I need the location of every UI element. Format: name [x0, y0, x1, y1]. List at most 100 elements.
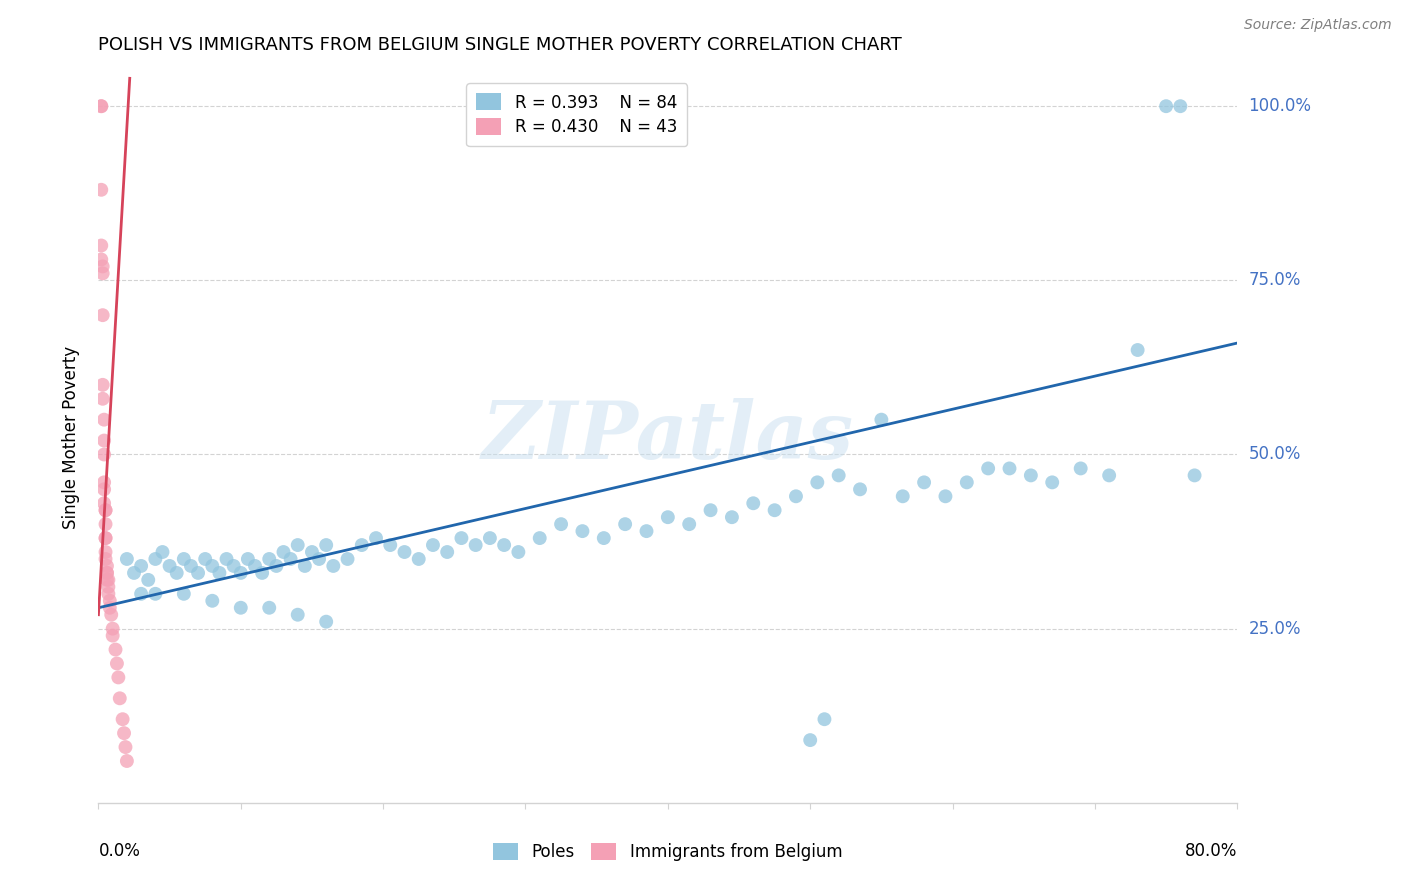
- Point: [934, 489, 956, 503]
- Point: [129, 558, 152, 573]
- Point: [91, 392, 114, 406]
- Point: [173, 587, 195, 601]
- Point: [478, 531, 501, 545]
- Point: [1154, 99, 1177, 113]
- Point: [222, 558, 245, 573]
- Point: [122, 566, 145, 580]
- Point: [94, 503, 117, 517]
- Point: [201, 558, 224, 573]
- Point: [112, 726, 135, 740]
- Point: [315, 538, 337, 552]
- Point: [1184, 468, 1206, 483]
- Point: [592, 531, 614, 545]
- Point: [94, 531, 117, 545]
- Point: [115, 754, 138, 768]
- Point: [94, 517, 117, 532]
- Point: [742, 496, 765, 510]
- Point: [91, 377, 114, 392]
- Point: [187, 566, 209, 580]
- Point: [94, 531, 117, 545]
- Point: [90, 99, 112, 113]
- Point: [159, 558, 181, 573]
- Point: [90, 252, 112, 267]
- Point: [94, 552, 117, 566]
- Point: [101, 622, 124, 636]
- Point: [201, 594, 224, 608]
- Point: [763, 503, 786, 517]
- Point: [96, 566, 118, 580]
- Point: [408, 552, 430, 566]
- Point: [266, 558, 288, 573]
- Point: [977, 461, 1000, 475]
- Point: [450, 531, 472, 545]
- Point: [93, 496, 115, 510]
- Point: [96, 566, 118, 580]
- Point: [98, 594, 121, 608]
- Point: [129, 587, 152, 601]
- Point: [912, 475, 935, 490]
- Point: [657, 510, 679, 524]
- Point: [436, 545, 458, 559]
- Y-axis label: Single Mother Poverty: Single Mother Poverty: [62, 345, 80, 529]
- Point: [678, 517, 700, 532]
- Point: [828, 468, 851, 483]
- Point: [1019, 468, 1042, 483]
- Point: [273, 545, 295, 559]
- Point: [280, 552, 302, 566]
- Point: [1040, 475, 1063, 490]
- Point: [494, 538, 516, 552]
- Point: [287, 607, 309, 622]
- Legend: Poles, Immigrants from Belgium: Poles, Immigrants from Belgium: [486, 836, 849, 868]
- Point: [96, 558, 118, 573]
- Text: Source: ZipAtlas.com: Source: ZipAtlas.com: [1244, 18, 1392, 32]
- Point: [1098, 468, 1121, 483]
- Point: [136, 573, 159, 587]
- Point: [250, 566, 273, 580]
- Point: [813, 712, 835, 726]
- Text: 100.0%: 100.0%: [1249, 97, 1312, 115]
- Point: [394, 545, 416, 559]
- Point: [785, 489, 807, 503]
- Point: [166, 566, 188, 580]
- Point: [91, 308, 114, 322]
- Point: [194, 552, 217, 566]
- Point: [287, 538, 309, 552]
- Point: [380, 538, 402, 552]
- Point: [891, 489, 914, 503]
- Point: [870, 412, 893, 426]
- Point: [100, 607, 122, 622]
- Point: [97, 573, 120, 587]
- Point: [93, 483, 115, 497]
- Text: 80.0%: 80.0%: [1185, 842, 1237, 860]
- Point: [94, 545, 117, 559]
- Text: 50.0%: 50.0%: [1249, 445, 1301, 464]
- Point: [422, 538, 444, 552]
- Point: [114, 740, 136, 755]
- Point: [849, 483, 872, 497]
- Point: [364, 531, 387, 545]
- Point: [152, 545, 174, 559]
- Point: [94, 503, 117, 517]
- Point: [93, 434, 115, 448]
- Point: [229, 566, 252, 580]
- Point: [98, 600, 121, 615]
- Point: [96, 573, 118, 587]
- Point: [115, 552, 138, 566]
- Point: [208, 566, 231, 580]
- Point: [145, 587, 167, 601]
- Point: [243, 558, 266, 573]
- Point: [315, 615, 337, 629]
- Text: ZIPatlas: ZIPatlas: [482, 399, 853, 475]
- Point: [1126, 343, 1149, 357]
- Point: [180, 558, 202, 573]
- Point: [111, 712, 134, 726]
- Point: [236, 552, 259, 566]
- Text: POLISH VS IMMIGRANTS FROM BELGIUM SINGLE MOTHER POVERTY CORRELATION CHART: POLISH VS IMMIGRANTS FROM BELGIUM SINGLE…: [98, 36, 903, 54]
- Point: [1070, 461, 1092, 475]
- Point: [614, 517, 637, 532]
- Point: [350, 538, 373, 552]
- Point: [336, 552, 359, 566]
- Point: [93, 475, 115, 490]
- Point: [508, 545, 530, 559]
- Point: [806, 475, 828, 490]
